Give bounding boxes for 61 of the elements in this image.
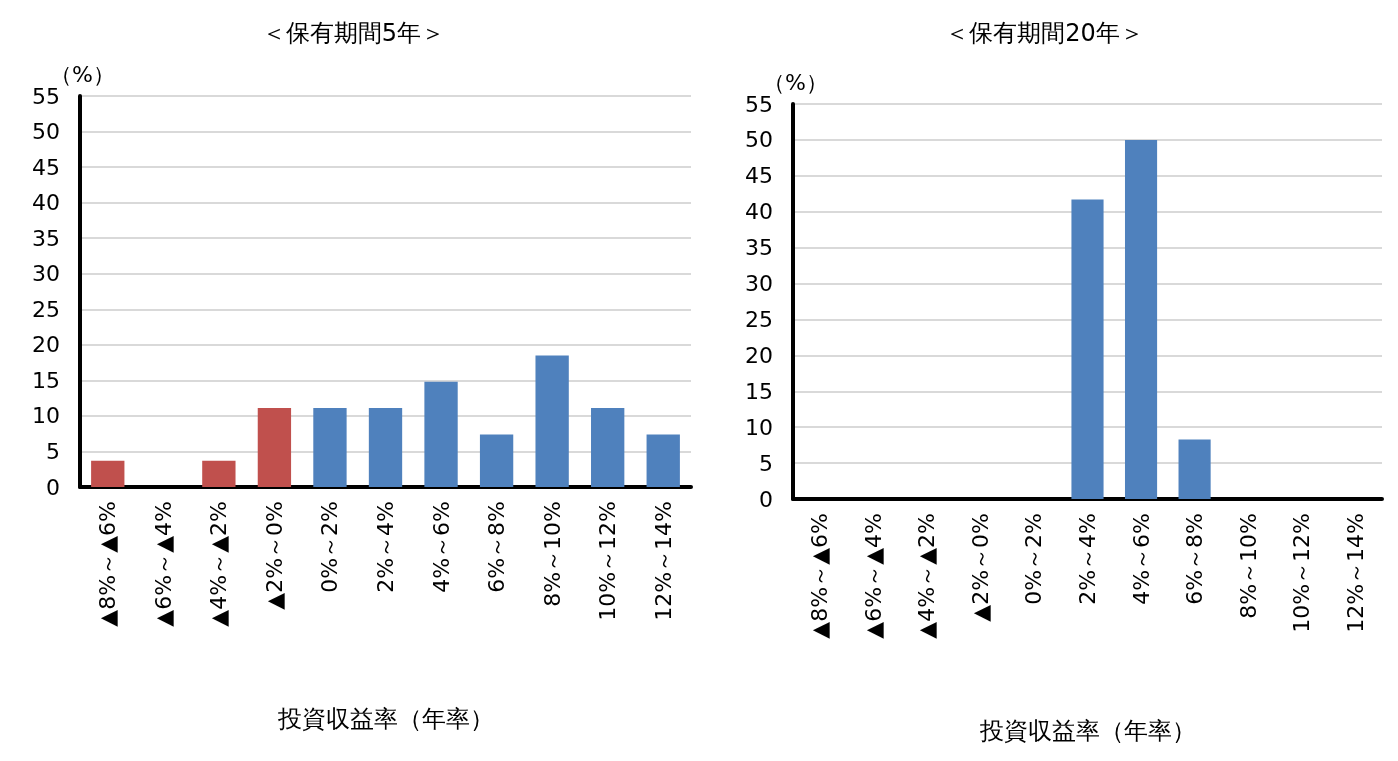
x-tick-label: 10%～12% xyxy=(1289,513,1315,633)
y-tick-label: 20 xyxy=(32,332,60,358)
bar xyxy=(1178,439,1211,499)
x-tick-label: ▲8%～▲6% xyxy=(95,501,121,627)
y-tick-label: 0 xyxy=(759,486,773,512)
y-tick-label: 5 xyxy=(759,450,773,476)
x-tick-label: ▲4%～▲2% xyxy=(914,513,940,639)
y-tick-label: 25 xyxy=(32,296,60,322)
bar xyxy=(535,355,569,487)
bar xyxy=(479,434,514,487)
y-tick-label: 45 xyxy=(745,163,773,189)
x-tick-label: ▲2%～0% xyxy=(967,513,993,622)
x-tick-label: 4%～6% xyxy=(1128,513,1154,605)
y-tick-label: 30 xyxy=(745,271,773,297)
x-tick-label: 4%～6% xyxy=(428,501,454,593)
chart-title: ＜保有期間5年＞ xyxy=(261,19,446,47)
x-tick-label: 8%～10% xyxy=(539,501,565,607)
y-tick-label: 15 xyxy=(745,378,773,404)
y-tick-label: 35 xyxy=(32,225,60,251)
bar xyxy=(646,434,680,487)
bar xyxy=(257,408,292,487)
y-tick-label: 35 xyxy=(745,235,773,261)
x-tick-label: 12%～14% xyxy=(1342,513,1368,633)
x-tick-label: 2%～4% xyxy=(1075,513,1100,605)
x-tick-label: 6%～8% xyxy=(484,501,510,593)
y-tick-label: 45 xyxy=(32,154,60,180)
x-tick-label: ▲6%～▲4% xyxy=(860,513,886,639)
bar xyxy=(202,460,236,487)
bar xyxy=(1124,139,1158,499)
x-tick-label: ▲2%～0% xyxy=(261,501,287,610)
x-tick-label: 12%～14% xyxy=(650,501,676,621)
y-tick-label: 50 xyxy=(745,127,773,153)
chart-title: ＜保有期間20年＞ xyxy=(945,19,1144,47)
bar xyxy=(368,408,403,487)
bar xyxy=(591,408,625,487)
bar xyxy=(424,381,458,487)
y-tick-label: 20 xyxy=(745,342,773,368)
x-tick-label: ▲4%～▲2% xyxy=(206,501,232,627)
y-tick-label: 10 xyxy=(32,403,60,429)
x-tick-label: ▲8%～▲6% xyxy=(807,513,833,639)
x-tick-label: 10%～12% xyxy=(595,501,621,621)
x-tick-label: ▲6%～▲4% xyxy=(150,501,176,627)
bar xyxy=(1071,199,1104,499)
y-tick-label: 5 xyxy=(46,438,60,464)
x-tick-label: 2%～4% xyxy=(373,501,398,593)
y-tick-label: 50 xyxy=(32,119,60,145)
y-tick-label: 40 xyxy=(745,199,773,225)
bar xyxy=(313,408,347,487)
y-tick-label: 40 xyxy=(32,190,60,216)
bar xyxy=(91,460,125,487)
x-tick-label: 8%～10% xyxy=(1235,513,1261,619)
x-axis-title: 投資収益率（年率） xyxy=(978,717,1196,745)
x-tick-label: 0%～2% xyxy=(317,501,343,593)
x-tick-label: 6%～8% xyxy=(1182,513,1208,605)
y-tick-label: 10 xyxy=(745,414,773,440)
x-axis-title: 投資収益率（年率） xyxy=(276,705,494,733)
y-tick-label: 30 xyxy=(32,261,60,287)
y-tick-label: 0 xyxy=(46,474,60,500)
y-tick-label: 25 xyxy=(745,306,773,332)
x-tick-label: 0%～2% xyxy=(1021,513,1047,605)
y-tick-label: 15 xyxy=(32,367,60,393)
